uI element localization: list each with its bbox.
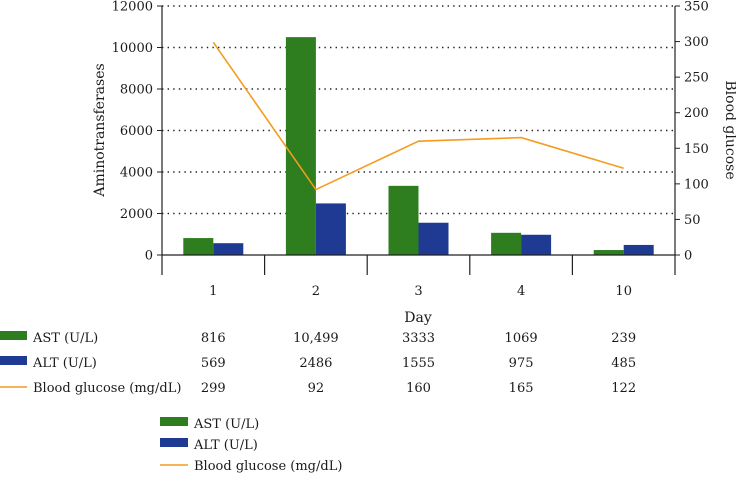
- legend: AST (U/L) ALT (U/L) Blood glucose (mg/dL): [160, 417, 342, 474]
- data-label: 239: [611, 331, 636, 346]
- bar-ast: [183, 238, 214, 255]
- data-label: 160: [406, 381, 431, 396]
- data-label: 1555: [402, 356, 435, 371]
- y2-tick-label: 200: [684, 106, 709, 121]
- y2-tick-label: 0: [684, 249, 692, 264]
- y-tick-label: 12000: [112, 0, 153, 15]
- bar-alt: [418, 222, 449, 255]
- bar-alt: [315, 203, 346, 255]
- y-tick-label: 6000: [120, 124, 153, 139]
- y-tick-label: 8000: [120, 83, 153, 98]
- bar-ast: [388, 185, 419, 255]
- y2-tick-label: 250: [684, 71, 709, 86]
- glucose-line-group: [212, 41, 624, 191]
- legend-swatch: [160, 438, 188, 447]
- y-tick-label: 2000: [120, 207, 153, 222]
- glucose-line: [212, 41, 624, 191]
- x-tick-label: 4: [517, 284, 525, 299]
- table-swatch: [0, 331, 27, 340]
- data-label: 485: [611, 356, 636, 371]
- data-label: 3333: [402, 331, 435, 346]
- data-label: 122: [611, 381, 636, 396]
- legend-label: Blood glucose (mg/dL): [194, 459, 342, 474]
- bar-ast: [491, 232, 522, 255]
- table-row-label: AST (U/L): [32, 331, 98, 346]
- bar-alt: [213, 243, 244, 255]
- y2-tick-label: 350: [684, 0, 709, 15]
- data-label: 569: [201, 356, 226, 371]
- bar-alt: [521, 234, 552, 255]
- x-axis-title: Day: [404, 310, 432, 326]
- data-table: AST (U/L) 816 10,499 3333 1069 239 ALT (U/L) 56…: [0, 331, 636, 396]
- y2-tick-label: 100: [684, 177, 709, 192]
- data-label: 975: [509, 356, 534, 371]
- table-row-label: ALT (U/L): [32, 356, 97, 371]
- table-row-label: Blood glucose (mg/dL): [33, 381, 181, 396]
- x-tick-label: 2: [312, 284, 320, 299]
- bar-ast: [593, 250, 624, 255]
- bars: [183, 37, 654, 255]
- data-label: 2486: [299, 356, 332, 371]
- legend-swatch: [160, 417, 188, 426]
- data-label: 1069: [505, 331, 538, 346]
- axes: 0 2000 4000 6000 8000 10000 12000 0 50 100 150 200 2…: [112, 0, 709, 299]
- y2-axis-title: Blood glucose: [722, 80, 736, 179]
- table-swatch: [0, 356, 27, 365]
- x-tick-label: 3: [414, 284, 422, 299]
- legend-label: ALT (U/L): [193, 438, 258, 453]
- y2-tick-label: 300: [684, 35, 709, 50]
- data-label: 165: [509, 381, 534, 396]
- x-tick-label: 10: [615, 284, 632, 299]
- bar-ast: [285, 37, 316, 255]
- y-tick-label: 4000: [120, 166, 153, 181]
- y-tick-label: 10000: [112, 41, 153, 56]
- x-tick-label: 1: [209, 284, 217, 299]
- data-label: 299: [201, 381, 226, 396]
- y-axis-title: Aminotransferases: [92, 63, 108, 197]
- legend-label: AST (U/L): [193, 417, 259, 432]
- data-label: 92: [308, 381, 325, 396]
- y2-tick-label: 50: [684, 213, 701, 228]
- data-label: 10,499: [293, 331, 339, 346]
- data-label: 816: [201, 331, 226, 346]
- bar-alt: [623, 244, 654, 255]
- gridlines: [162, 5, 675, 215]
- y-tick-label: 0: [145, 249, 153, 264]
- y2-tick-label: 150: [684, 142, 709, 157]
